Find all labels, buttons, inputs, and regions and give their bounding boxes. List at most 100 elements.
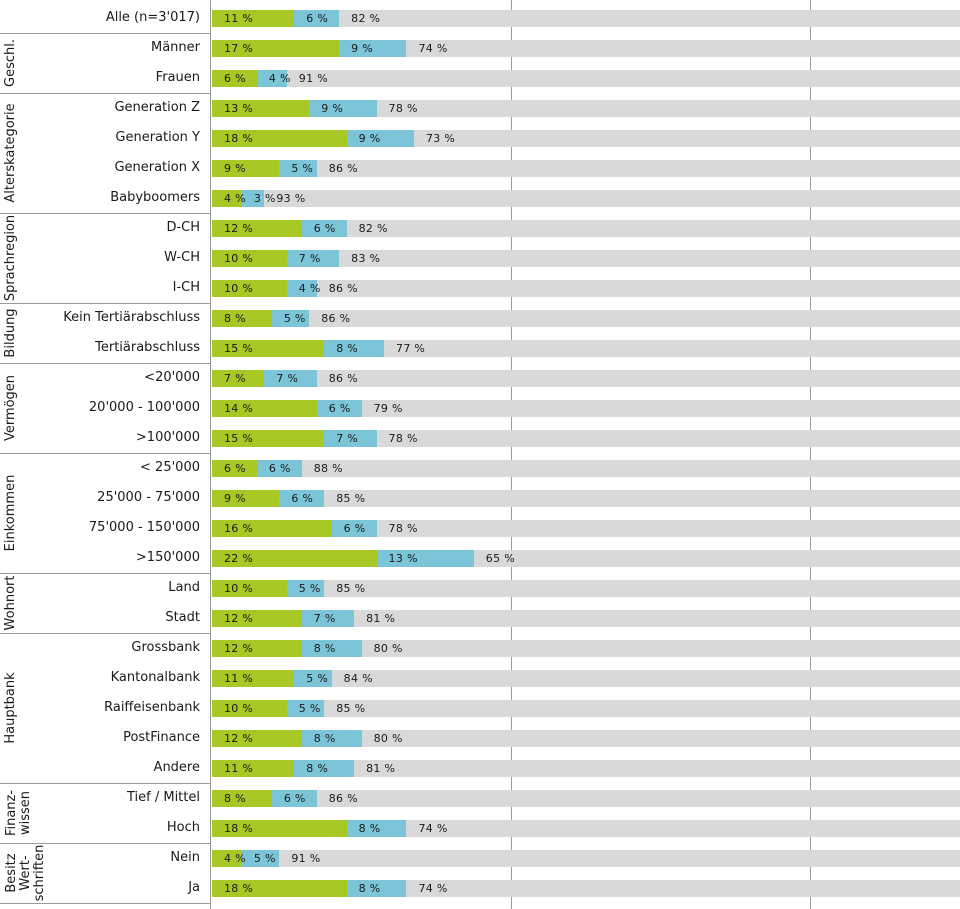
stacked-bar: [212, 520, 960, 537]
bar-segment-no: [384, 340, 960, 357]
bar-segment-later: [324, 340, 385, 357]
data-label: 15 %: [224, 342, 254, 355]
bar-segment-later: [241, 190, 265, 207]
bar-row: Generation Z 13 % 9 % 78 %: [0, 93, 960, 123]
data-label: 80 %: [373, 642, 403, 655]
data-label: 18 %: [224, 132, 254, 145]
bar-row: Tief / Mittel 8 % 6 % 86 %: [0, 783, 960, 813]
bar-segment-yes: [212, 250, 287, 267]
bar-segment-no: [286, 70, 960, 87]
bar-segment-no: [301, 460, 960, 477]
data-label: 81 %: [366, 612, 396, 625]
data-label: 9 %: [321, 102, 344, 115]
bar-segment-no: [406, 880, 960, 897]
category-label: >100'000: [135, 430, 200, 445]
group-label: Vermögen: [3, 375, 18, 441]
group-label-line: Sprachregion: [3, 214, 18, 302]
category-label: Raiffeisenbank: [104, 700, 200, 715]
data-label: 10 %: [224, 252, 254, 265]
bar-segment-no: [361, 730, 960, 747]
stacked-bar: [212, 190, 960, 207]
stacked-bar: [212, 340, 960, 357]
bar-segment-yes: [212, 730, 302, 747]
group-separator: [0, 573, 210, 574]
bar-row: >150'000 22 % 13 % 65 %: [0, 543, 960, 573]
bar-segment-later: [301, 610, 355, 627]
bar-segment-no: [309, 310, 960, 327]
bar-row: W-CH 10 % 7 % 83 %: [0, 243, 960, 273]
stacked-bar: [212, 40, 960, 57]
bar-row: <20'000 7 % 7 % 86 %: [0, 363, 960, 393]
category-label: Hoch: [166, 820, 200, 835]
bar-segment-no: [316, 160, 960, 177]
bar-row: Raiffeisenbank 10 % 5 % 85 %: [0, 693, 960, 723]
bar-segment-yes: [212, 70, 257, 87]
bar-row: < 25'000 6 % 6 % 88 %: [0, 453, 960, 483]
category-label: Nein: [170, 850, 200, 865]
bar-row: 20'000 - 100'000 14 % 6 % 79 %: [0, 393, 960, 423]
data-label: 12 %: [224, 732, 254, 745]
bar-segment-later: [346, 130, 414, 147]
data-label: 6 %: [291, 492, 314, 505]
data-label: 5 %: [283, 312, 306, 325]
data-label: 6 %: [224, 462, 246, 475]
group-label: Besitz Wert-schriften: [4, 845, 47, 902]
stacked-bar: [212, 400, 960, 417]
bar-segment-later: [286, 280, 317, 297]
category-label: Alle (n=3'017): [105, 10, 200, 25]
category-label: <20'000: [144, 370, 200, 385]
bar-row: Generation X 9 % 5 % 86 %: [0, 153, 960, 183]
group-label-line: Wert-: [18, 855, 33, 891]
group-separator: [0, 633, 210, 634]
data-label: 12 %: [224, 642, 254, 655]
bar-segment-yes: [212, 190, 242, 207]
bar-segment-yes: [212, 820, 347, 837]
bar-segment-later: [331, 520, 377, 537]
data-label: 6 %: [343, 522, 366, 535]
bar-segment-yes: [212, 160, 280, 177]
bar-segment-no: [406, 820, 960, 837]
data-label: 8 %: [224, 792, 246, 805]
category-label: Babyboomers: [110, 190, 200, 205]
group-label: Geschl.: [3, 39, 18, 87]
bar-segment-yes: [212, 100, 310, 117]
bar-segment-later: [264, 370, 317, 387]
data-label: 9 %: [224, 492, 246, 505]
data-label: 8 %: [306, 762, 329, 775]
data-label: 74 %: [418, 822, 448, 835]
data-label: 6 %: [268, 462, 291, 475]
stacked-bar: [212, 700, 960, 717]
data-label: 88 %: [313, 462, 343, 475]
stacked-bar: [212, 130, 960, 147]
category-label: 20'000 - 100'000: [88, 400, 200, 415]
data-label: 12 %: [224, 612, 254, 625]
stacked-bar: [212, 790, 960, 807]
stacked-bar: [212, 490, 960, 507]
bar-row: Andere 11 % 8 % 81 %: [0, 753, 960, 783]
stacked-bar: [212, 70, 960, 87]
bar-segment-yes: [212, 490, 280, 507]
category-label: PostFinance: [123, 730, 200, 745]
stacked-bar: [212, 550, 960, 567]
data-label: 10 %: [224, 282, 254, 295]
bar-segment-yes: [212, 640, 302, 657]
bar-row: Kantonalbank 11 % 5 % 84 %: [0, 663, 960, 693]
bar-segment-later: [286, 580, 325, 597]
category-label: Stadt: [165, 610, 200, 625]
data-label: 85 %: [336, 582, 366, 595]
category-label: Frauen: [155, 70, 200, 85]
data-label: 8 %: [224, 312, 246, 325]
data-label: 86 %: [328, 792, 358, 805]
group-label: Finanz-wissen: [4, 790, 33, 836]
data-label: 8 %: [336, 342, 359, 355]
data-label: 73 %: [425, 132, 456, 145]
data-label: 85 %: [336, 702, 366, 715]
bar-segment-later: [346, 820, 407, 837]
gridline-80: [810, 0, 812, 909]
bar-segment-no: [339, 250, 960, 267]
data-label: 18 %: [224, 882, 254, 895]
bar-segment-yes: [212, 130, 347, 147]
group-separator: [0, 213, 210, 214]
bar-segment-yes: [212, 760, 295, 777]
bar-segment-no: [376, 430, 960, 447]
